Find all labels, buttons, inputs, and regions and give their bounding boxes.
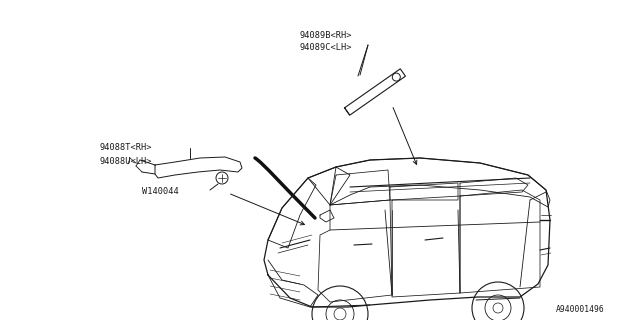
Text: 94089C<LH>: 94089C<LH>: [300, 44, 353, 52]
Text: 94089B<RH>: 94089B<RH>: [300, 30, 353, 39]
Text: 94088U<LH>: 94088U<LH>: [100, 156, 152, 165]
Text: W140044: W140044: [142, 188, 179, 196]
Text: A940001496: A940001496: [556, 306, 605, 315]
Text: 94088T<RH>: 94088T<RH>: [100, 143, 152, 153]
